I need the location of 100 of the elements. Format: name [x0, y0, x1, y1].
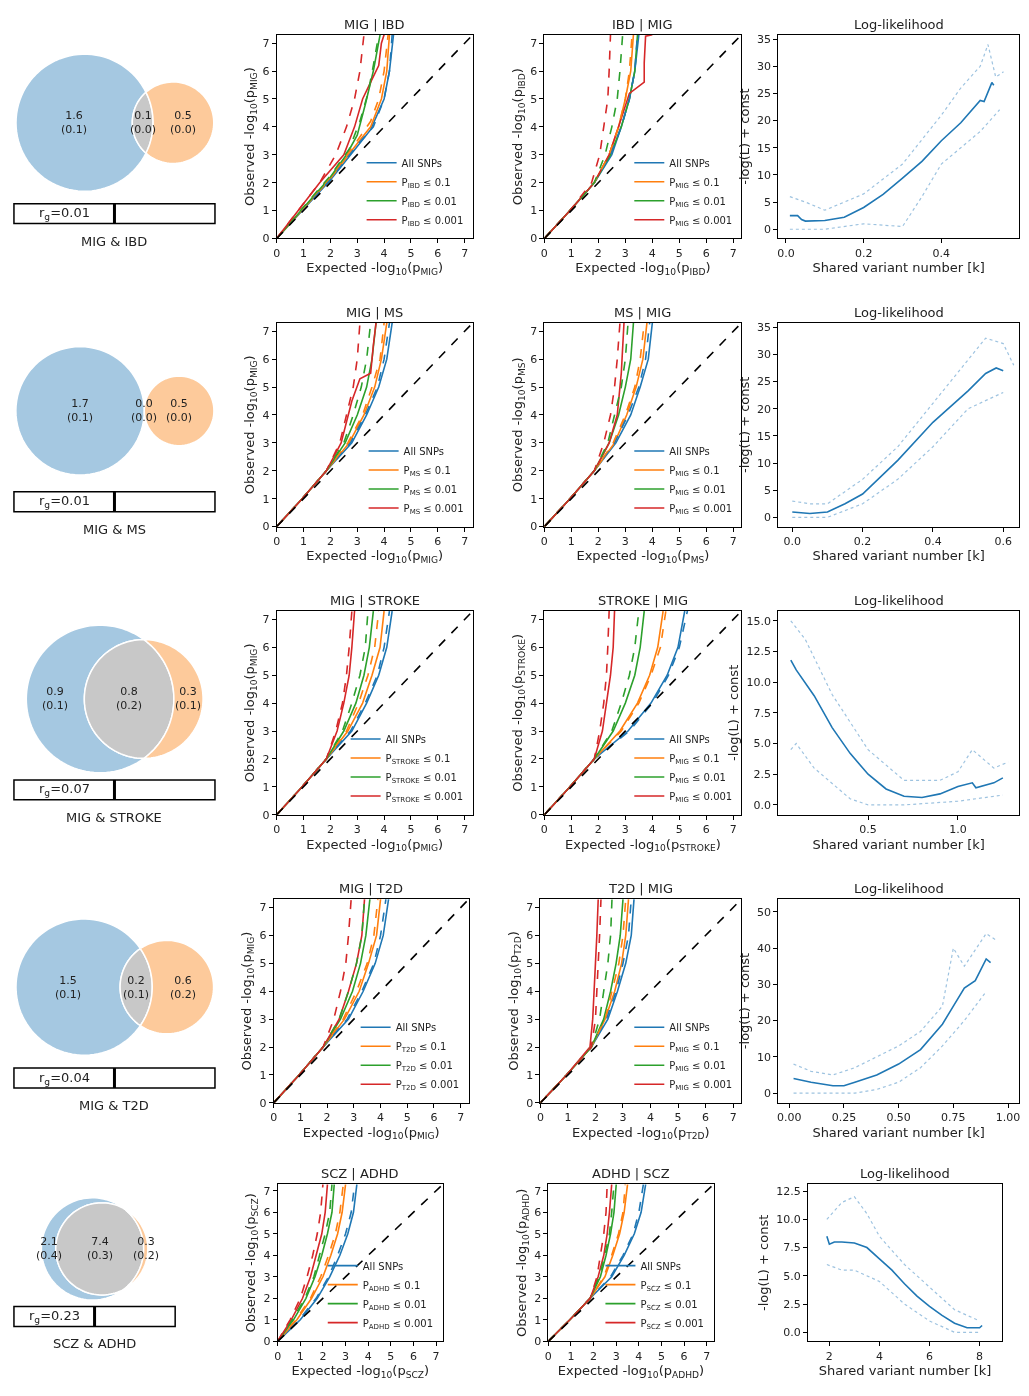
- line-series: [789, 81, 995, 222]
- y-axis-title: -log(L) + const: [736, 88, 752, 185]
- chart-title: MS | MIG: [614, 305, 672, 320]
- line-series: [792, 933, 998, 1076]
- y-tick-label: 5: [262, 669, 270, 683]
- x-tick-label: 1.00: [995, 1111, 1021, 1125]
- y-tick-label: 1: [262, 492, 270, 506]
- x-tick-label: 3: [621, 822, 629, 836]
- x-tick-label: 6: [702, 246, 710, 260]
- x-tick-label: 3: [619, 1111, 627, 1125]
- y-tick-label: 7: [530, 325, 538, 339]
- x-tick-label: 3: [353, 246, 361, 260]
- x-tick-label: 3: [342, 1349, 350, 1363]
- y-tick-label: 0: [263, 1335, 271, 1349]
- text: MIG & IBD: [81, 234, 148, 249]
- data-label: 0.5 (0.0): [166, 397, 193, 425]
- legend-label: P$_{STROKE}$ ≤ 0.001: [385, 790, 464, 805]
- y-tick-label: 7: [263, 1184, 271, 1198]
- y-tick-label: 5: [764, 195, 772, 209]
- y-tick-label: 7.5: [753, 706, 772, 720]
- legend-label: P$_{T2D}$ ≤ 0.001: [395, 1079, 460, 1093]
- legend-label: P$_{MIG}$ ≤ 0.1: [669, 464, 720, 478]
- y-tick-label: 0: [526, 1096, 534, 1110]
- y-tick-label: 7: [262, 325, 270, 339]
- text: r$_{g}$=0.07: [39, 781, 90, 798]
- y-tick-label: 4: [530, 120, 538, 134]
- x-tick-label: 3: [612, 1349, 620, 1363]
- y-tick-label: 12.5: [776, 1184, 801, 1198]
- x-tick-label: 6: [680, 1349, 688, 1363]
- y-tick-label: 4: [262, 120, 270, 134]
- y-tick-label: 6: [259, 929, 267, 943]
- x-tick-label: 1: [300, 534, 308, 548]
- y-tick-label: 6: [526, 929, 534, 943]
- y-tick-label: 3: [263, 1270, 271, 1284]
- y-tick-label: 1: [530, 204, 538, 218]
- y-tick-label: 1: [530, 492, 538, 506]
- legend-label: All SNPs: [403, 445, 445, 457]
- y-axis-title: -log(L) + const: [736, 952, 752, 1050]
- x-tick-label: 0.5: [859, 822, 877, 836]
- line-series: [826, 1235, 983, 1329]
- x-tick-label: 3: [621, 534, 629, 548]
- legend-label: P$_{MIG}$ ≤ 0.01: [669, 483, 726, 497]
- legend-label: P$_{ADHD}$ ≤ 0.1: [362, 1279, 421, 1293]
- y-tick-label: 2: [534, 1292, 542, 1306]
- y-tick-label: 1: [263, 1313, 271, 1327]
- x-tick-label: 6: [430, 1111, 438, 1125]
- data-label: 0.2 (0.1): [123, 974, 150, 1002]
- legend-label: P$_{MS}$ ≤ 0.1: [403, 464, 451, 478]
- chart-title: MIG | IBD: [344, 17, 405, 32]
- x-tick-label: 3: [353, 822, 361, 836]
- chart-title: MIG | MS: [346, 305, 404, 320]
- chart-title: Log-likelihood: [854, 305, 944, 320]
- x-axis-title: Expected -log$_{10}$(p$_{MIG}$): [306, 260, 444, 277]
- x-tick-label: 4: [364, 1349, 372, 1363]
- legend-label: P$_{MIG}$ ≤ 0.001: [669, 1079, 733, 1093]
- y-tick-label: 0: [764, 511, 772, 525]
- legend-label: P$_{ADHD}$ ≤ 0.01: [362, 1298, 427, 1312]
- y-tick-label: 25: [757, 375, 772, 389]
- y-tick-label: 2: [263, 1292, 271, 1306]
- x-tick-label: 2: [326, 534, 334, 548]
- x-tick-label: 2: [326, 822, 334, 836]
- text: r$_{g}$=0.01: [39, 205, 90, 222]
- y-tick-label: 1: [259, 1068, 267, 1082]
- y-tick-label: 2: [526, 1040, 534, 1054]
- y-tick-label: 7: [259, 901, 267, 915]
- y-tick-label: 7: [530, 37, 538, 51]
- data-label: 0.6 (0.2): [170, 974, 197, 1002]
- data-label: 0.1 (0.0): [130, 109, 157, 137]
- x-tick-label: 3: [353, 534, 361, 548]
- y-tick-label: 0: [530, 808, 538, 822]
- y-tick-label: 20: [757, 402, 772, 416]
- y-tick-label: 6: [262, 64, 270, 78]
- text: r$_{g}$=0.23: [29, 1308, 80, 1325]
- y-tick-label: 1: [534, 1313, 542, 1327]
- chart-title: Log-likelihood: [860, 1166, 950, 1181]
- y-tick-label: 5: [530, 669, 538, 683]
- y-tick-label: 30: [757, 348, 772, 362]
- y-tick-label: 10: [757, 456, 772, 470]
- line-series: [826, 1263, 981, 1333]
- x-tick-label: 5: [675, 534, 683, 548]
- legend-label: P$_{SCZ}$ ≤ 0.01: [640, 1298, 698, 1312]
- data-label: 1.5 (0.1): [55, 974, 82, 1002]
- y-tick-label: 5: [530, 380, 538, 394]
- x-tick-label: 0.75: [941, 1111, 966, 1125]
- x-tick-label: 5: [675, 822, 683, 836]
- line-series: [792, 991, 987, 1094]
- y-tick-label: 10: [757, 1050, 772, 1064]
- chart-title: IBD | MIG: [612, 17, 673, 32]
- x-tick-label: 2: [323, 1111, 331, 1125]
- y-tick-label: 2: [530, 176, 538, 190]
- x-tick-label: 3: [621, 246, 629, 260]
- y-tick-label: 35: [757, 321, 772, 335]
- y-tick-label: 2: [262, 752, 270, 766]
- x-tick-label: 6: [702, 534, 710, 548]
- y-tick-label: 7: [530, 613, 538, 627]
- y-tick-label: 4: [262, 696, 270, 710]
- x-tick-label: 8: [976, 1349, 984, 1363]
- y-tick-label: 5: [534, 1227, 542, 1241]
- line-series: [791, 367, 1005, 515]
- y-tick-label: 25: [757, 87, 772, 101]
